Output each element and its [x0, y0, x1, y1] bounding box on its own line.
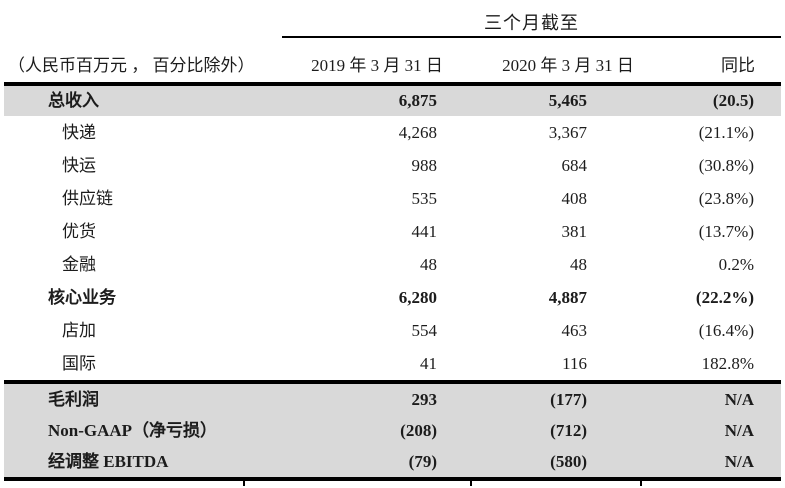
cell-yoy: (30.8%) — [698, 156, 754, 175]
table-row: 金融 48 48 0.2% — [4, 248, 781, 281]
table-row: 总收入 6,875 5,465 (20.5) — [4, 86, 781, 116]
cell-yoy: N/A — [724, 421, 754, 440]
row-label: 金融 — [62, 255, 96, 274]
table-row: 快递 4,268 3,367 (21.1%) — [4, 116, 781, 149]
column-tick — [243, 481, 245, 486]
cell-yoy: (20.5) — [712, 91, 754, 110]
cell-2019: 48 — [420, 255, 437, 274]
period-underline — [282, 36, 781, 38]
row-label: 核心业务 — [48, 288, 116, 307]
cell-2019: 535 — [411, 189, 438, 208]
cell-2020: 4,887 — [548, 288, 587, 307]
row-label: 国际 — [62, 354, 96, 373]
header-rule — [4, 82, 781, 86]
table-row: 毛利润 293 (177) N/A — [4, 384, 781, 415]
table-body: 总收入 6,875 5,465 (20.5) 快递 4,268 3,367 (21.1%) 快运… — [4, 86, 781, 380]
period-spanner-header: 三个月截至 — [484, 13, 579, 33]
cell-2019: 441 — [411, 222, 438, 241]
cell-2020: (177) — [550, 390, 587, 409]
row-label: 快递 — [62, 123, 96, 142]
table-row: 经调整 EBITDA (79) (580) N/A — [4, 446, 781, 477]
cell-2020: 48 — [570, 255, 587, 274]
cell-2020: 116 — [562, 354, 587, 373]
table-row: 快运 988 684 (30.8%) — [4, 149, 781, 182]
row-label: 快运 — [62, 156, 96, 175]
cell-yoy: (21.1%) — [698, 123, 754, 142]
cell-2019: 293 — [411, 390, 438, 409]
row-label: Non-GAAP（净亏损） — [48, 421, 218, 440]
table-row: 核心业务 6,280 4,887 (22.2%) — [4, 281, 781, 314]
cell-yoy: (23.8%) — [698, 189, 754, 208]
column-header-2019: 2019 年 3 月 31 日 — [311, 56, 443, 75]
table-row: 优货 441 381 (13.7%) — [4, 215, 781, 248]
cell-yoy: (13.7%) — [698, 222, 754, 241]
row-label: 总收入 — [48, 91, 99, 110]
cell-2019: 4,268 — [398, 123, 437, 142]
cell-2019: 41 — [420, 354, 437, 373]
cell-2020: 408 — [561, 189, 588, 208]
row-label: 毛利润 — [48, 390, 99, 409]
cell-2019: (79) — [408, 452, 437, 471]
cell-yoy: (16.4%) — [698, 321, 754, 340]
cell-yoy: (22.2%) — [695, 288, 754, 307]
column-tick — [640, 481, 642, 486]
cell-2020: 5,465 — [548, 91, 587, 110]
row-label: 供应链 — [62, 189, 113, 208]
cell-2020: 684 — [561, 156, 588, 175]
column-header-yoy: 同比 — [721, 56, 755, 75]
table-row: 店加 554 463 (16.4%) — [4, 314, 781, 347]
cell-2020: 381 — [561, 222, 588, 241]
column-tick — [470, 481, 472, 486]
unit-note: （人民币百万元 ， 百分比除外） — [8, 56, 255, 75]
cell-yoy: 182.8% — [701, 354, 754, 373]
cell-yoy: N/A — [724, 452, 754, 471]
summary-rule — [4, 380, 781, 384]
cell-2019: 554 — [411, 321, 438, 340]
cell-yoy: N/A — [724, 390, 754, 409]
column-header-2020: 2020 年 3 月 31 日 — [502, 56, 634, 75]
bottom-rule — [4, 477, 781, 481]
cell-2019: 988 — [411, 156, 438, 175]
table-row: 供应链 535 408 (23.8%) — [4, 182, 781, 215]
row-label: 经调整 EBITDA — [48, 452, 169, 471]
cell-2020: (580) — [550, 452, 587, 471]
cell-2020: 3,367 — [548, 123, 587, 142]
row-label: 店加 — [62, 321, 96, 340]
table-row: Non-GAAP（净亏损） (208) (712) N/A — [4, 415, 781, 446]
cell-2019: 6,280 — [398, 288, 437, 307]
cell-2020: 463 — [561, 321, 588, 340]
cell-2019: (208) — [400, 421, 437, 440]
table-row: 国际 41 116 182.8% — [4, 347, 781, 380]
cell-2020: (712) — [550, 421, 587, 440]
summary-block: 毛利润 293 (177) N/A Non-GAAP（净亏损） (208) (712) N/A… — [4, 384, 781, 477]
cell-yoy: 0.2% — [718, 255, 754, 274]
row-label: 优货 — [62, 222, 96, 241]
cell-2019: 6,875 — [398, 91, 437, 110]
